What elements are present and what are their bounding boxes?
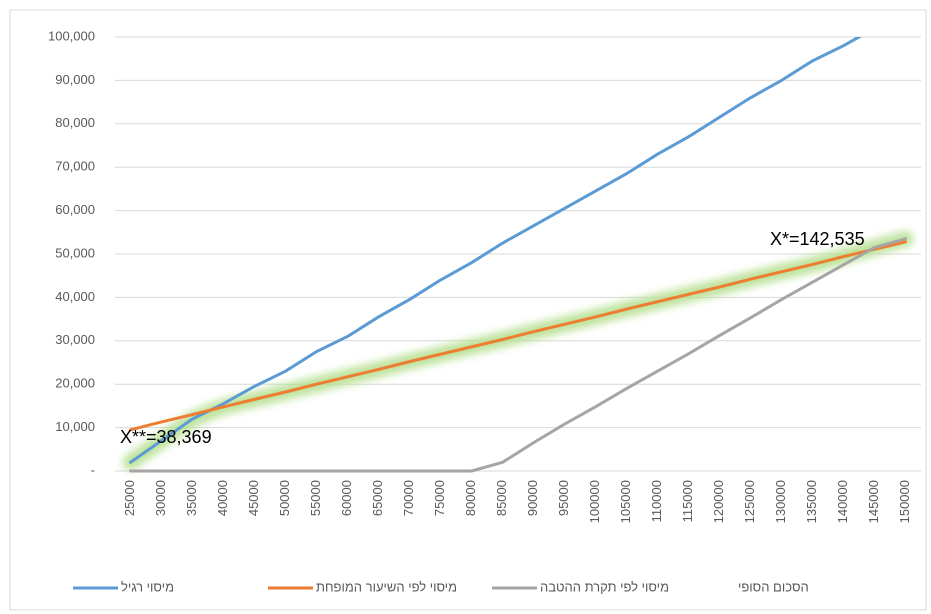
legend-label: מיסוי לפי תקרת ההטבה [540,579,669,594]
plot-lines [122,37,914,473]
series-line [129,240,907,432]
chart-frame [9,9,927,611]
x-tick-label: 100000 [587,480,602,523]
series-line [129,37,863,464]
x-tick-label: 40000 [215,480,230,516]
legend-label: מיסוי רגיל [121,579,174,594]
x-tick-label: 35000 [184,480,199,516]
x-tick-label: 30000 [153,480,168,516]
grid [115,36,921,472]
x-tick-label: 55000 [308,480,323,516]
x-tick-label: 70000 [401,480,416,516]
annotation: X**=38,369 [120,427,212,447]
y-tick-label: 10,000 [55,419,95,434]
y-tick-label: 70,000 [55,159,95,174]
highlight-line [122,230,914,471]
y-tick-label: 40,000 [55,289,95,304]
series-line [129,237,907,473]
x-tick-label: 140000 [835,480,850,523]
x-tick-label: 85000 [494,480,509,516]
x-tick-label: 135000 [804,480,819,523]
y-tick-label: 50,000 [55,245,95,260]
x-tick-label: 90000 [525,480,540,516]
legend-label: הסכום הסופי [738,579,809,594]
x-tick-label: 115000 [680,480,695,522]
x-tick-label: 95000 [556,480,571,516]
y-tick-label: - [91,462,95,477]
y-tick-label: 90,000 [55,72,95,87]
x-tick-label: 125000 [742,480,757,523]
y-tick-label: 60,000 [55,202,95,217]
legend-label: מיסוי לפי השיעור המופחת [316,579,457,594]
x-tick-label: 50000 [277,480,292,516]
y-tick-label: 100,000 [48,28,95,43]
x-tick-label: 105000 [618,480,633,523]
annotation: X*=142,535 [770,229,865,249]
x-tick-label: 25000 [122,480,137,516]
x-tick-label: 45000 [246,480,261,516]
x-tick-label: 145000 [866,480,881,523]
x-tick-label: 80000 [463,480,478,516]
x-tick-label: 65000 [370,480,385,516]
x-tick-label: 60000 [339,480,354,516]
x-tick-label: 110000 [649,480,664,522]
x-tick-label: 150000 [897,480,912,523]
x-tick-label: 120000 [711,480,726,523]
y-tick-label: 20,000 [55,376,95,391]
x-tick-label: 75000 [432,480,447,516]
y-tick-label: 80,000 [55,115,95,130]
y-tick-label: 30,000 [55,332,95,347]
x-tick-label: 130000 [773,480,788,523]
